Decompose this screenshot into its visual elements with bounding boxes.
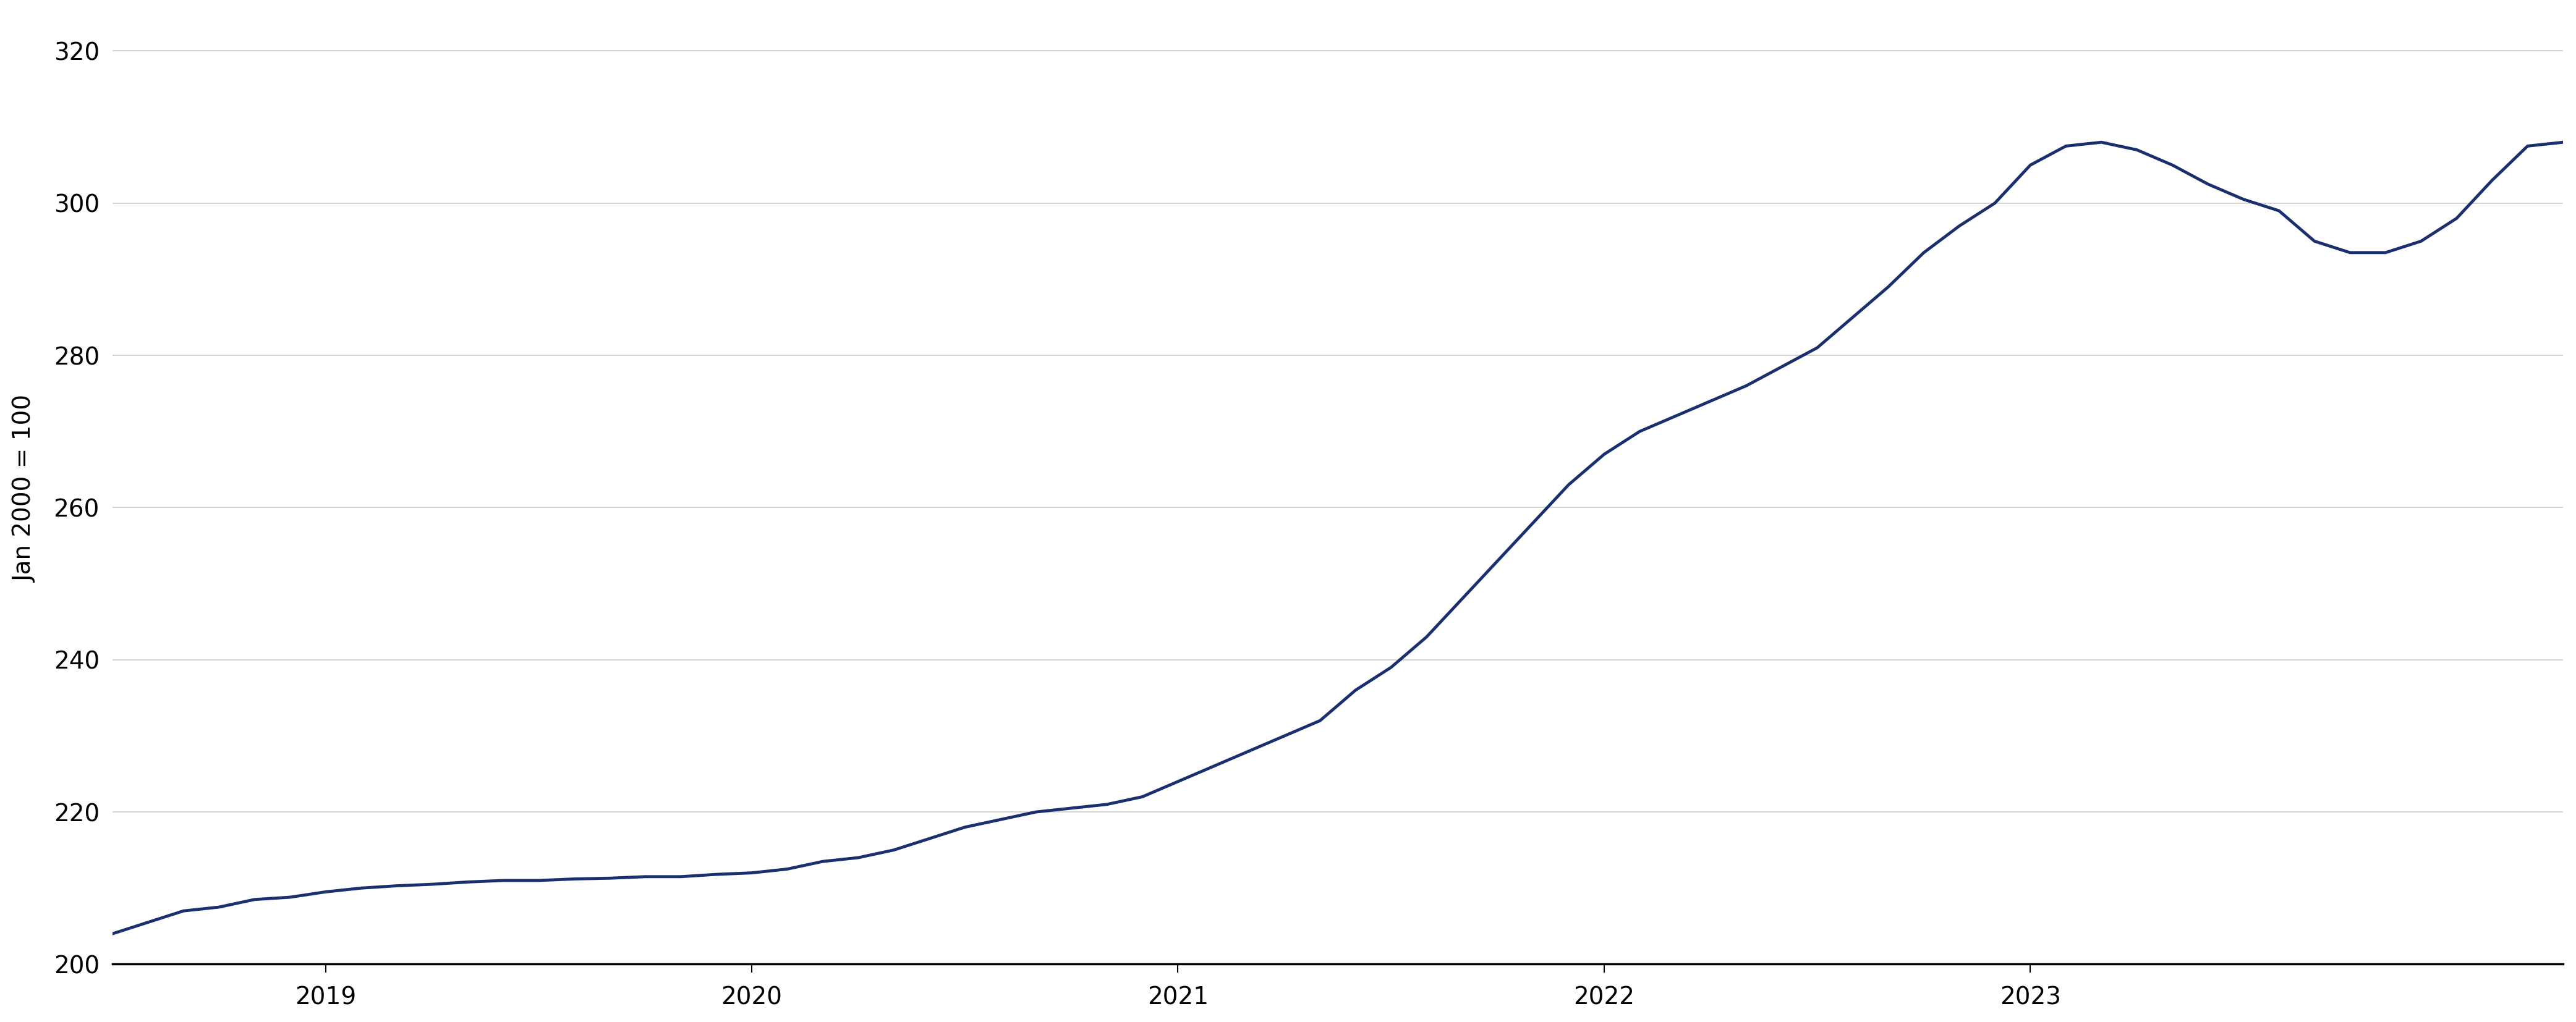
Y-axis label: Jan 2000 = 100: Jan 2000 = 100 (13, 394, 36, 583)
